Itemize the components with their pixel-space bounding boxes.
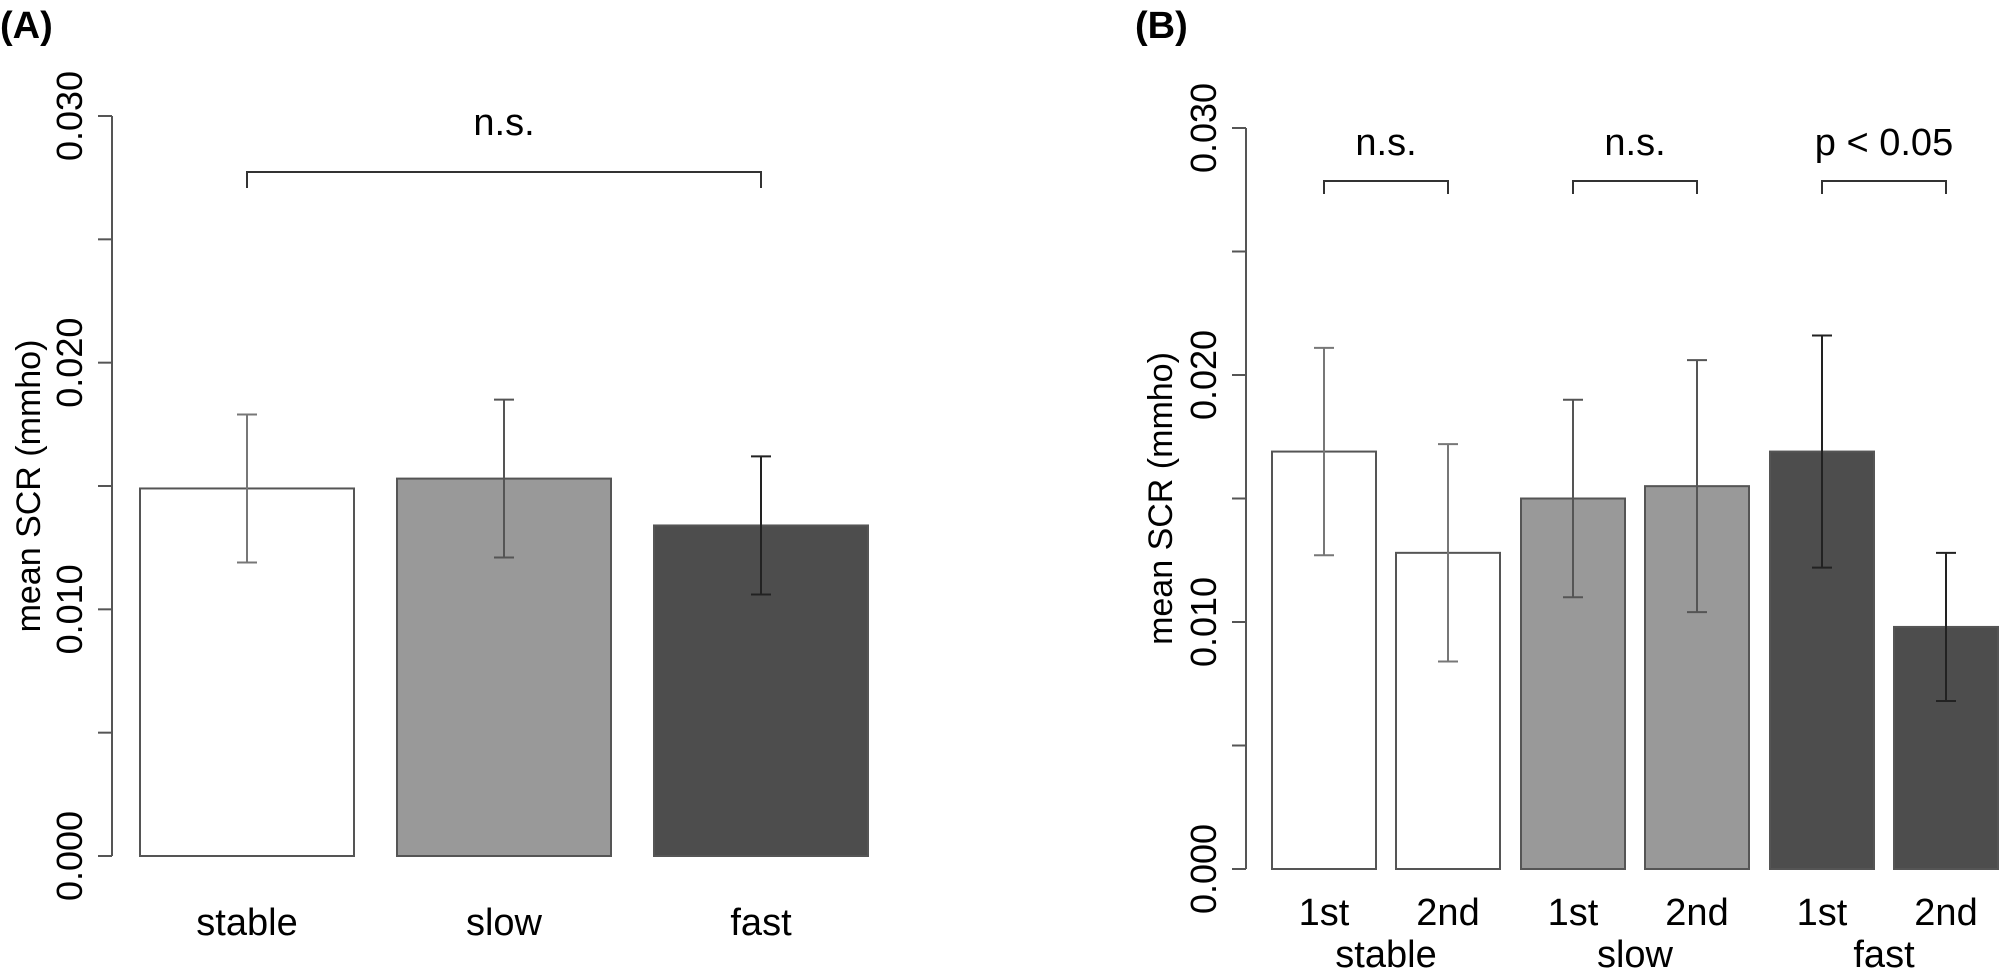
group-label: stable [1335,934,1436,976]
y-tick-label: 0.020 [49,318,90,408]
y-axis-title: mean SCR (mmho) [10,340,48,633]
category-label: fast [730,902,792,944]
panel-b: (B) 0.000 0.010 0.020 0.030 mean SCR (mmho) 1s… [1135,5,1999,976]
significance-label: p < 0.05 [1815,122,1953,164]
y-tick-label: 0.010 [49,564,90,654]
y-tick-label: 0.010 [1183,577,1224,667]
category-label: 1st [1548,892,1599,934]
panel-label: (B) [1135,5,1188,47]
y-tick-label: 0.000 [1183,824,1224,914]
significance-label: n.s. [1604,122,1665,164]
significance-label: n.s. [1355,122,1416,164]
y-tick-label: 0.030 [1183,83,1224,173]
significance-label: n.s. [473,102,534,144]
group-label: fast [1853,934,1915,976]
category-label: 2nd [1914,892,1977,934]
panel-label: (A) [0,5,53,47]
y-tick-label: 0.020 [1183,330,1224,420]
significance-bracket [246,171,762,188]
category-label: stable [196,902,297,944]
y-tick-label: 0.030 [49,71,90,161]
significance-bracket [1572,180,1698,194]
category-label: 1st [1299,892,1350,934]
panel-a: (A) 0.000 0.010 0.020 0.030 mean SCR (mmho) st… [0,5,869,944]
category-label: 2nd [1665,892,1728,934]
category-label: slow [466,902,543,944]
significance-bracket [1323,180,1449,194]
significance-bracket [1821,180,1947,194]
y-tick-label: 0.000 [49,811,90,901]
category-label: 1st [1797,892,1848,934]
group-label: slow [1597,934,1674,976]
y-axis-title: mean SCR (mmho) [1142,352,1180,645]
category-label: 2nd [1416,892,1479,934]
